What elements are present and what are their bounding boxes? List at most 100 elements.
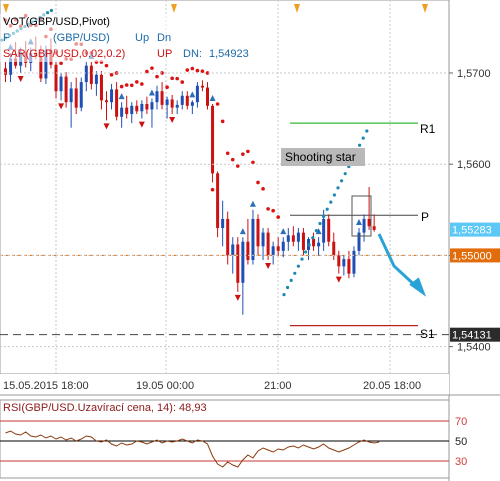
candle-body bbox=[337, 255, 341, 267]
candle-body bbox=[69, 88, 73, 103]
candle bbox=[150, 98, 154, 128]
candle-body bbox=[39, 56, 43, 79]
candle-body bbox=[130, 105, 134, 115]
price-tag-label: 1,55283 bbox=[452, 225, 492, 237]
sar-dot bbox=[276, 215, 281, 219]
candle-body bbox=[185, 95, 189, 106]
candle bbox=[84, 62, 88, 92]
candle-body bbox=[357, 232, 361, 251]
candle-body bbox=[190, 102, 194, 106]
candle bbox=[301, 228, 305, 256]
candle-body bbox=[125, 107, 129, 115]
candle-body bbox=[110, 89, 114, 103]
candle bbox=[125, 95, 129, 119]
candle bbox=[79, 77, 83, 112]
rsi-level-label: 30 bbox=[455, 456, 467, 468]
candle bbox=[327, 214, 331, 247]
legend-line-3-dn-value: 1,54923 bbox=[209, 48, 249, 60]
candle-body bbox=[276, 246, 280, 251]
sar-dot bbox=[59, 61, 63, 66]
candle-body bbox=[79, 82, 83, 108]
rsi-level-tag-bg bbox=[452, 454, 472, 468]
candle-body bbox=[261, 232, 265, 247]
legend-line-2-up: Up bbox=[135, 32, 149, 44]
trend-dot bbox=[325, 207, 329, 211]
trend-dot bbox=[311, 236, 315, 240]
candle bbox=[241, 237, 245, 315]
legend: VOT(GBP/USD,Pivot) F (GBP/USD) Up Dn SAR… bbox=[0, 14, 260, 62]
pivot-label-s1: S1 bbox=[420, 327, 435, 341]
candle-body bbox=[211, 105, 215, 174]
sar-dot bbox=[145, 69, 149, 74]
candle bbox=[352, 246, 356, 278]
candle-body bbox=[216, 173, 220, 229]
candle-body bbox=[84, 65, 88, 83]
candle-body bbox=[241, 241, 245, 283]
candle bbox=[226, 211, 230, 265]
candle-body bbox=[135, 105, 139, 112]
candle bbox=[256, 214, 260, 256]
fractal-up-icon bbox=[148, 89, 155, 96]
fractal-up-icon bbox=[249, 200, 256, 207]
sar-dot bbox=[210, 187, 215, 192]
candle-body bbox=[226, 218, 230, 256]
trend-dot bbox=[336, 186, 340, 190]
candle-body bbox=[352, 250, 356, 274]
down-arrow-icon bbox=[377, 233, 427, 297]
sar-dot bbox=[180, 80, 185, 84]
candle-body bbox=[180, 95, 184, 105]
candle-body bbox=[105, 100, 108, 103]
candle bbox=[185, 91, 189, 110]
sar-dot bbox=[104, 63, 109, 68]
candle bbox=[372, 214, 376, 232]
candle bbox=[211, 103, 215, 183]
candle bbox=[69, 82, 73, 128]
sar-dot bbox=[195, 68, 200, 73]
trend-dot bbox=[286, 285, 290, 290]
annotation-box bbox=[281, 148, 365, 166]
candle bbox=[54, 62, 58, 99]
candle bbox=[317, 237, 321, 256]
rsi-series-line bbox=[5, 430, 380, 468]
candle-body bbox=[195, 85, 199, 103]
candle bbox=[362, 214, 366, 242]
rsi-level-tag-bg bbox=[452, 414, 472, 428]
rsi-level-tag-bg bbox=[452, 434, 472, 448]
fractal-up-icon bbox=[356, 219, 362, 226]
candle-body bbox=[74, 88, 78, 108]
sar-dot bbox=[205, 71, 210, 75]
fractal-up-icon bbox=[118, 93, 125, 100]
candle bbox=[140, 100, 144, 119]
sar-dot bbox=[271, 208, 275, 213]
trend-dot bbox=[300, 257, 304, 261]
trend-dot bbox=[296, 264, 300, 268]
fractal-up-icon bbox=[209, 94, 216, 101]
candle bbox=[337, 250, 341, 274]
rsi-title: RSI(GBP/USD.Uzavírací cena, 14): 48,93 bbox=[3, 402, 207, 414]
sar-dot bbox=[200, 69, 205, 73]
candle bbox=[216, 171, 220, 238]
sar-dot bbox=[236, 164, 240, 168]
y-tick-label: 1,5400 bbox=[457, 342, 491, 354]
candle bbox=[59, 72, 63, 101]
candle-body bbox=[312, 238, 316, 247]
sar-dot bbox=[119, 84, 124, 89]
sar-dot bbox=[109, 73, 114, 77]
price-tag-label: 1,55000 bbox=[452, 250, 492, 262]
candle bbox=[246, 218, 250, 265]
candle bbox=[115, 82, 119, 121]
candle-body bbox=[54, 64, 58, 92]
candle bbox=[190, 100, 194, 115]
candle bbox=[206, 82, 209, 110]
y-tick-label: 1,5600 bbox=[457, 159, 491, 171]
fractal-down-icon bbox=[335, 276, 342, 283]
fractal-down-icon bbox=[17, 75, 24, 82]
legend-line-1: VOT(GBP/USD,Pivot) bbox=[3, 16, 110, 28]
x-tick-label: 20.05 18:00 bbox=[363, 380, 421, 392]
candle-body bbox=[200, 85, 204, 88]
candle bbox=[130, 102, 134, 124]
candle bbox=[221, 200, 225, 247]
candle-body bbox=[99, 74, 103, 101]
candle bbox=[180, 91, 184, 110]
x-axis: 15.05.2015 18:00 19.05 00:00 21:00 20.05 18… bbox=[3, 380, 421, 392]
